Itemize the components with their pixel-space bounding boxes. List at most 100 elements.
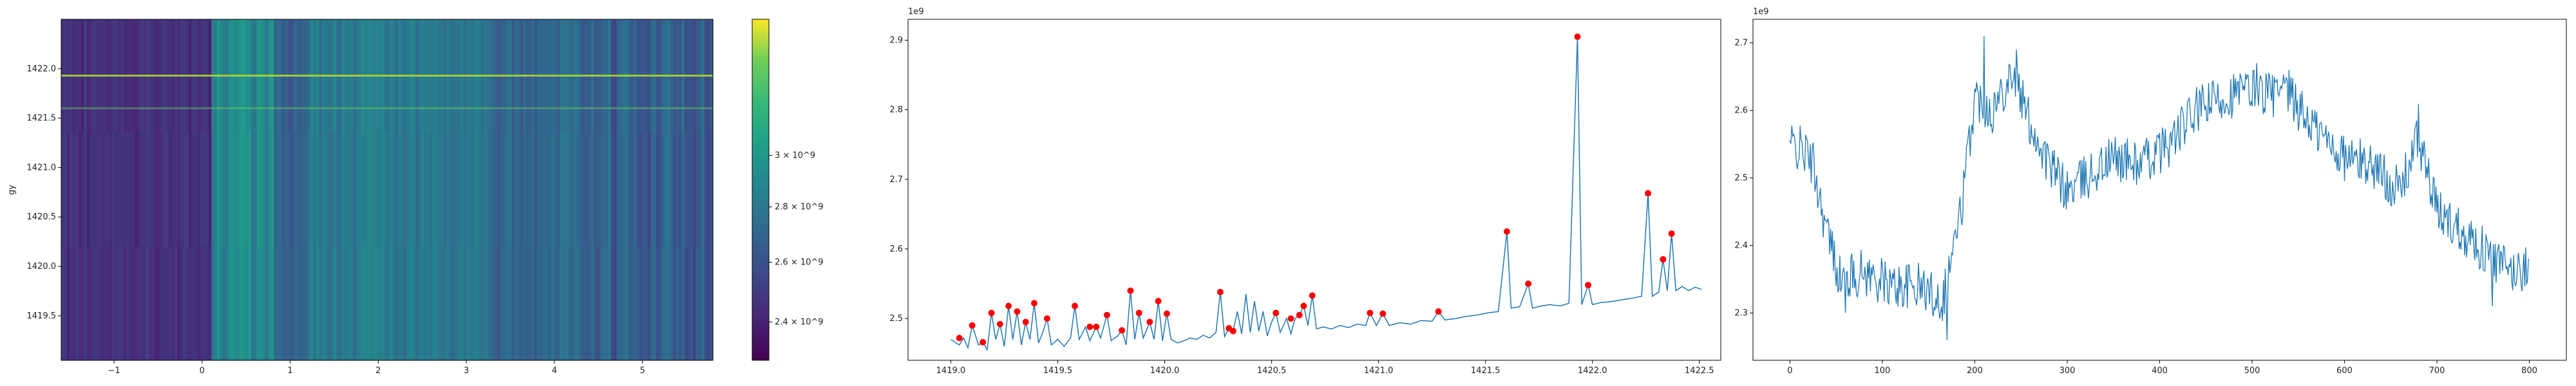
heatmap-cell (395, 133, 399, 247)
heatmap-cell (554, 246, 558, 361)
heatmap-cell (157, 246, 161, 361)
peaks-y-tick-label: 2.6 (889, 244, 903, 254)
heatmap-cell (438, 133, 442, 247)
peak-marker (996, 320, 1003, 327)
heatmap-cell (72, 246, 76, 361)
heatmap-cell (628, 246, 631, 361)
heatmap-cell (622, 246, 626, 361)
heatmap-cell (90, 133, 93, 247)
heatmap-cell (421, 246, 424, 361)
heatmap-cell (313, 246, 317, 361)
series-x-tick-label: 600 (2336, 366, 2353, 376)
heatmap-cell (458, 246, 461, 361)
peak-marker (969, 322, 976, 329)
heatmap-cell (92, 246, 96, 361)
heatmap-cell (582, 133, 586, 247)
heatmap-cell (424, 246, 428, 361)
peak-marker (1503, 228, 1510, 235)
peaks-x-tick-label: 1420.5 (1257, 366, 1287, 376)
heatmap-cell (480, 133, 484, 247)
heatmap-cell (506, 133, 509, 247)
heatmap-cell (596, 133, 600, 247)
heatmap-cell (491, 246, 495, 361)
heatmap-cell (211, 246, 215, 361)
heatmap-cell (61, 246, 64, 361)
heatmap-cell (497, 246, 501, 361)
heatmap-cell (605, 246, 609, 361)
heatmap-cell (143, 133, 147, 247)
heatmap-cell (135, 133, 138, 247)
peaks-x-tick-label: 1419.5 (1043, 366, 1073, 376)
heatmap-cell (262, 246, 266, 361)
heatmap-cell (622, 133, 626, 247)
heatmap-cell (406, 133, 410, 247)
heatmap-cell (129, 246, 133, 361)
heatmap-cell (653, 133, 657, 247)
heatmap-cell (364, 133, 368, 247)
heatmap-cell (387, 133, 390, 247)
heatmap-cell (137, 133, 141, 247)
heatmap-cell (503, 133, 507, 247)
heatmap-cell (452, 133, 456, 247)
peak-marker (1072, 302, 1079, 309)
heatmap-cell (466, 246, 470, 361)
heatmap-cell (290, 246, 294, 361)
heatmap-cell (355, 133, 359, 247)
heatmap-cell (177, 246, 181, 361)
peak-marker (1300, 302, 1307, 309)
heatmap-cell (109, 246, 113, 361)
heatmap-cell (449, 246, 453, 361)
heatmap-cell (520, 133, 524, 247)
heatmap-cell (435, 133, 439, 247)
heatmap-cell (596, 246, 600, 361)
heatmap-cell (398, 133, 402, 247)
heatmap-cell (540, 246, 544, 361)
heatmap-cell (126, 246, 130, 361)
heatmap-cell (418, 246, 422, 361)
heatmap-cell (345, 133, 348, 247)
heatmap-cell (171, 133, 175, 247)
heatmap-cell (509, 133, 513, 247)
heatmap-cell (616, 133, 620, 247)
series-x-tick-label: 200 (1967, 366, 1983, 376)
heatmap-cell (132, 133, 135, 247)
heatmap-cell (84, 246, 88, 361)
heatmap-cell (189, 246, 192, 361)
heatmap-cell (321, 246, 325, 361)
heatmap-cell (455, 133, 459, 247)
heatmap-cell (565, 133, 569, 247)
heatmap-cell (115, 246, 118, 361)
heatmap-cell (543, 246, 546, 361)
heatmap-cell (240, 246, 243, 361)
heatmap-cell (98, 246, 102, 361)
heatmap-cell (554, 133, 558, 247)
peak-marker (1103, 311, 1110, 318)
heatmap-cell (143, 246, 147, 361)
heatmap-cell (160, 133, 164, 247)
heatmap-cell (78, 246, 82, 361)
heatmap-x-tick-label: −1 (108, 366, 120, 376)
heatmap-cell (75, 133, 79, 247)
heatmap-cell (614, 246, 617, 361)
heatmap-cell (208, 133, 212, 247)
heatmap-cell (341, 246, 345, 361)
heatmap-cell (676, 246, 679, 361)
series-x-tick-label: 100 (1875, 366, 1891, 376)
heatmap-cell (155, 133, 158, 247)
heatmap-cell (588, 133, 592, 247)
heatmap-cell (90, 246, 93, 361)
heatmap-cell (475, 246, 478, 361)
heatmap-cell (659, 133, 663, 247)
heatmap-cell (656, 133, 659, 247)
colorbar-ticks: 2.4 × 10^9 2.6 × 10^9 2.8 × 10^9 3 × 10^9 (769, 151, 824, 327)
heatmap-cell (600, 133, 603, 247)
heatmap-cell (679, 246, 683, 361)
heatmap-cell (234, 246, 238, 361)
heatmap-cell (701, 133, 705, 247)
heatmap-cell (373, 246, 376, 361)
heatmap-cell (290, 133, 294, 247)
heatmap-cell (483, 246, 487, 361)
series-plot-area (1789, 36, 2529, 340)
heatmap-cell (183, 133, 187, 247)
